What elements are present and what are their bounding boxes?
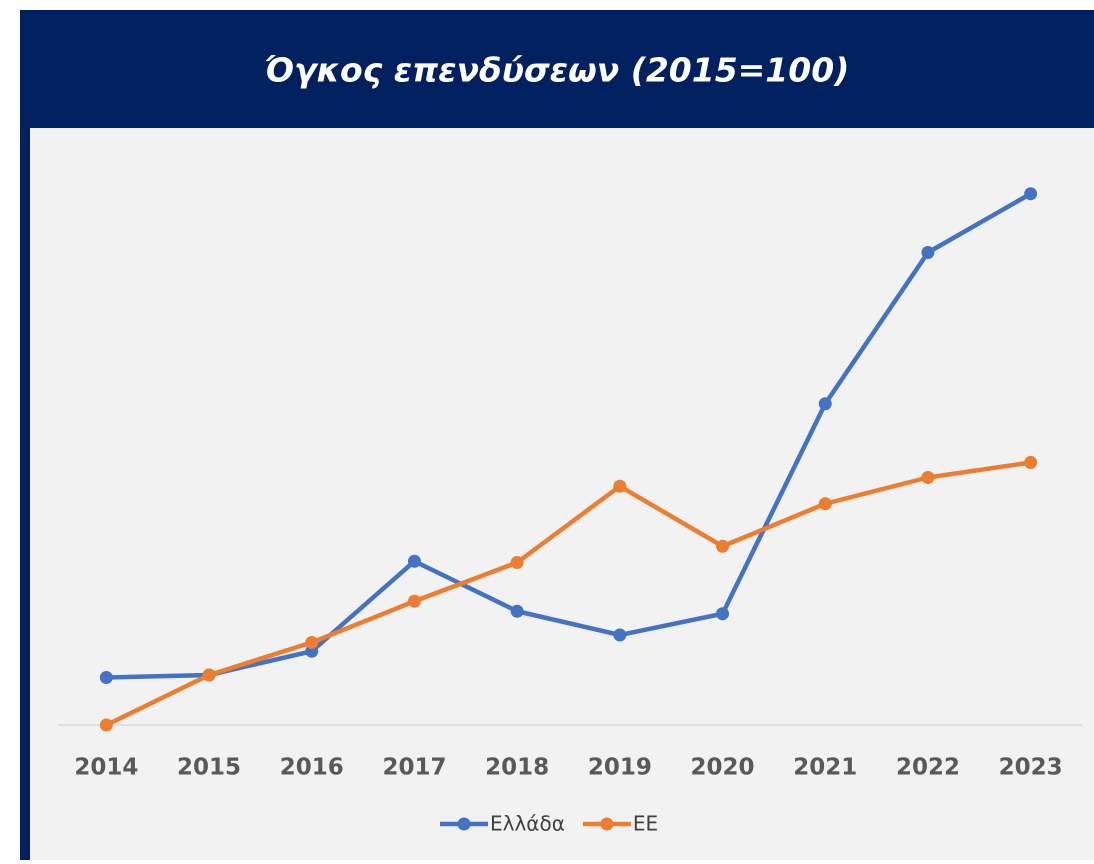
line-series bbox=[106, 191, 1032, 680]
point bbox=[1024, 187, 1038, 201]
point bbox=[305, 636, 319, 649]
point bbox=[613, 479, 627, 493]
x-tick-label: 2019 bbox=[588, 755, 652, 781]
x-tick-label: 2015 bbox=[177, 755, 241, 781]
chart-title: Όγκος επενδύσεων (2015=100) bbox=[265, 51, 850, 90]
x-tick-label: 2022 bbox=[896, 755, 960, 781]
point bbox=[407, 594, 421, 608]
point bbox=[1024, 456, 1038, 469]
point bbox=[407, 554, 421, 568]
point bbox=[818, 397, 832, 411]
legend-marker bbox=[457, 817, 471, 831]
point bbox=[99, 671, 113, 684]
point bbox=[921, 246, 935, 259]
x-tick-label: 2021 bbox=[793, 755, 857, 781]
x-tick-label: 2020 bbox=[691, 755, 755, 781]
point bbox=[818, 497, 832, 511]
plot-panel bbox=[30, 128, 1094, 860]
x-tick-label: 2023 bbox=[999, 755, 1063, 781]
x-tick-label: 2018 bbox=[485, 755, 549, 781]
point bbox=[921, 471, 935, 484]
point bbox=[613, 628, 627, 642]
x-tick-label: 2016 bbox=[280, 755, 344, 781]
legend-marker bbox=[600, 817, 614, 831]
line-series bbox=[105, 460, 1031, 728]
legend-label: Ελλάδα bbox=[490, 812, 565, 836]
point bbox=[202, 668, 216, 682]
x-tick-label: 2014 bbox=[74, 755, 138, 781]
point bbox=[716, 539, 730, 553]
point bbox=[716, 607, 730, 621]
legend-label: ΕΕ bbox=[633, 812, 658, 836]
point bbox=[510, 556, 524, 569]
point bbox=[99, 718, 113, 732]
point bbox=[510, 604, 524, 618]
x-tick-label: 2017 bbox=[382, 755, 446, 781]
